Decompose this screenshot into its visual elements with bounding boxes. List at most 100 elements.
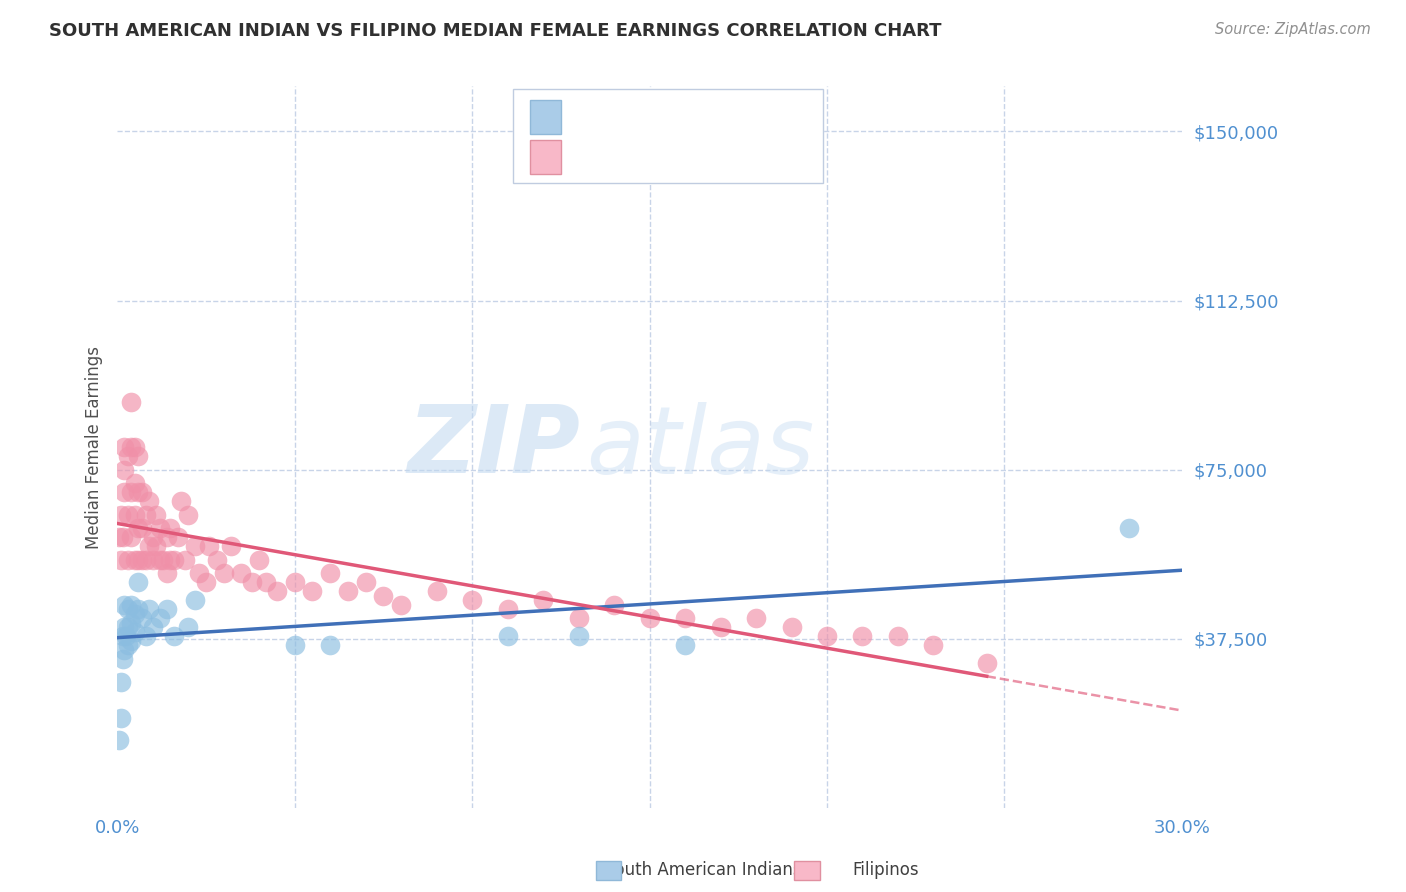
Point: [187, 566, 209, 581]
Point: [198, 539, 221, 553]
Point: [231, 566, 253, 581]
Point: [127, 449, 149, 463]
Point: [112, 440, 135, 454]
Text: 80: 80: [716, 148, 738, 166]
Point: [976, 657, 998, 671]
Point: [354, 575, 377, 590]
Point: [127, 602, 149, 616]
Point: [567, 611, 589, 625]
Point: [131, 553, 153, 567]
Point: [108, 530, 131, 544]
Point: [922, 639, 945, 653]
Point: [142, 530, 165, 544]
Point: [110, 508, 132, 522]
Point: [152, 553, 174, 567]
Point: [124, 607, 146, 621]
Point: [159, 553, 181, 567]
Point: [638, 611, 661, 625]
Point: [127, 553, 149, 567]
Text: R =: R =: [575, 108, 612, 126]
Point: [124, 440, 146, 454]
Point: [138, 494, 160, 508]
Point: [163, 553, 186, 567]
Point: [205, 553, 228, 567]
Point: [531, 593, 554, 607]
Point: [156, 530, 179, 544]
Point: [117, 508, 139, 522]
Point: [851, 629, 873, 643]
Point: [247, 553, 270, 567]
Point: [496, 602, 519, 616]
Point: [240, 575, 263, 590]
Point: [567, 629, 589, 643]
Point: [131, 521, 153, 535]
Point: [219, 539, 242, 553]
Point: [373, 589, 395, 603]
Point: [815, 629, 838, 643]
Point: [266, 584, 288, 599]
Point: [170, 494, 193, 508]
Point: [284, 639, 307, 653]
Point: [254, 575, 277, 590]
Point: [461, 593, 484, 607]
Point: [673, 639, 696, 653]
Point: [319, 639, 342, 653]
Point: [177, 620, 200, 634]
Point: [110, 553, 132, 567]
Point: [110, 710, 132, 724]
Text: 0.155: 0.155: [614, 108, 672, 126]
Point: [709, 620, 731, 634]
Point: [145, 508, 167, 522]
Point: [159, 521, 181, 535]
Point: [112, 620, 135, 634]
Point: [112, 485, 135, 500]
Point: [131, 485, 153, 500]
Point: [1118, 521, 1140, 535]
Point: [120, 530, 142, 544]
Point: [115, 629, 138, 643]
Point: [120, 615, 142, 630]
Point: [135, 553, 157, 567]
Point: [212, 566, 235, 581]
Point: [120, 634, 142, 648]
Point: [496, 629, 519, 643]
Point: [142, 620, 165, 634]
Point: [177, 508, 200, 522]
Text: -0.187: -0.187: [614, 148, 673, 166]
Point: [336, 584, 359, 599]
Point: [127, 485, 149, 500]
Point: [117, 449, 139, 463]
Point: [149, 553, 172, 567]
Point: [124, 553, 146, 567]
Point: [135, 508, 157, 522]
Point: [673, 611, 696, 625]
Point: [124, 624, 146, 639]
Point: [117, 620, 139, 634]
Point: [156, 602, 179, 616]
Point: [111, 652, 134, 666]
Point: [173, 553, 195, 567]
Point: [138, 602, 160, 616]
Point: [120, 440, 142, 454]
Point: [426, 584, 449, 599]
Point: [111, 629, 134, 643]
Point: [112, 462, 135, 476]
Point: [745, 611, 768, 625]
Text: South American Indians: South American Indians: [605, 861, 801, 879]
Point: [163, 629, 186, 643]
Point: [120, 598, 142, 612]
Point: [149, 611, 172, 625]
Text: N =: N =: [676, 148, 724, 166]
Point: [111, 530, 134, 544]
Point: [184, 539, 207, 553]
Point: [142, 553, 165, 567]
Point: [112, 643, 135, 657]
Point: [120, 395, 142, 409]
Point: [127, 521, 149, 535]
Text: 34: 34: [716, 108, 740, 126]
Point: [184, 593, 207, 607]
Y-axis label: Median Female Earnings: Median Female Earnings: [86, 345, 103, 549]
Point: [194, 575, 217, 590]
Point: [131, 611, 153, 625]
Point: [301, 584, 323, 599]
